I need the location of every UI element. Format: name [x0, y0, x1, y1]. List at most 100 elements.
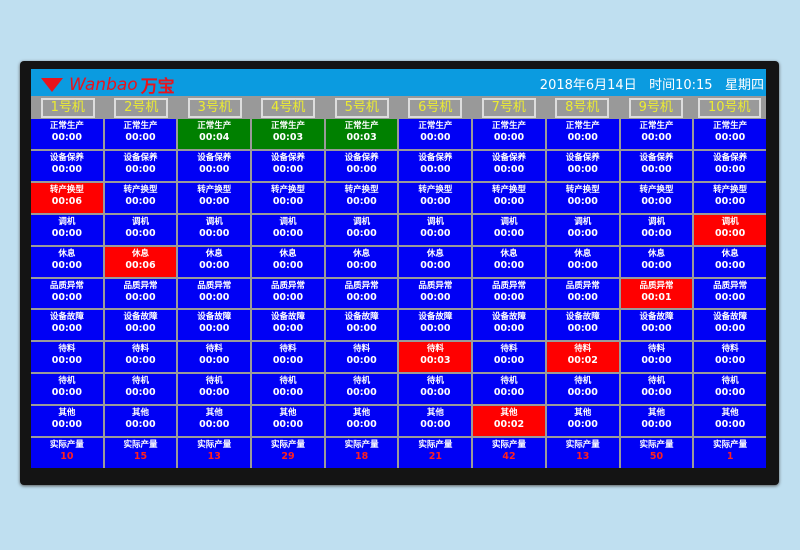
- status-label: 待机: [279, 376, 297, 387]
- status-label: 调机: [426, 216, 444, 227]
- status-duration: 00:00: [272, 227, 304, 239]
- status-duration: 00:00: [420, 259, 451, 271]
- status-cell: 正常生产 00:00: [31, 119, 103, 149]
- status-label: 设备故障: [270, 312, 305, 323]
- output-count: 42: [502, 451, 516, 463]
- status-label: 待机: [205, 376, 223, 387]
- status-label: 转产换型: [565, 184, 600, 195]
- status-label: 待料: [132, 344, 150, 355]
- status-cell: 设备保养 00:00: [31, 150, 103, 181]
- status-label: 品质异常: [270, 280, 305, 291]
- status-cell: 休息 00:00: [325, 246, 398, 277]
- status-cell: 休息 00:00: [546, 246, 619, 277]
- status-duration: 00:00: [199, 227, 230, 239]
- status-label: 休息: [353, 248, 371, 259]
- status-duration: 00:00: [715, 132, 746, 143]
- status-cell: 设备故障 00:00: [399, 310, 472, 341]
- status-duration: 00:00: [51, 163, 82, 175]
- status-label: 设备保养: [270, 152, 305, 163]
- date: 2018年6月14日: [539, 78, 637, 93]
- status-cell: 其他 00:00: [178, 406, 251, 437]
- status-label: 待料: [279, 344, 297, 355]
- status-label: 转产换型: [344, 184, 379, 195]
- status-duration: 00:00: [51, 259, 82, 271]
- status-label: 其他: [132, 408, 150, 419]
- status-label: 设备故障: [197, 312, 232, 323]
- status-duration: 00:00: [51, 227, 82, 239]
- status-duration: 00:00: [199, 419, 230, 431]
- status-cell: 设备故障 00:00: [325, 310, 398, 341]
- status-label: 其他: [426, 408, 444, 419]
- logo: Wanbao 万宝: [41, 72, 175, 97]
- status-cell: 调机 00:00: [178, 214, 251, 245]
- status-cell: 休息 00:00: [473, 246, 545, 277]
- status-label: 其他: [279, 408, 297, 419]
- status-duration: 00:00: [715, 227, 746, 239]
- status-cell: 正常生产 00:00: [473, 119, 545, 149]
- machine-label: 7号机: [481, 97, 536, 118]
- status-duration: 00:00: [272, 259, 304, 271]
- output-cell: 实际产量 29: [252, 438, 324, 468]
- status-cell: 转产换型 00:00: [252, 182, 324, 213]
- status-cell: 正常生产 00:04: [178, 119, 251, 149]
- status-label: 设备保养: [639, 152, 674, 163]
- status-cell: 休息 00:06: [104, 246, 177, 277]
- machine-label: 9号机: [628, 97, 683, 118]
- status-duration: 00:00: [346, 291, 377, 303]
- status-duration: 00:00: [125, 227, 156, 239]
- status-duration: 00:00: [272, 291, 304, 303]
- status-cell: 休息 00:00: [694, 246, 766, 277]
- status-cell: 正常生产 00:00: [694, 119, 766, 149]
- status-duration: 00:00: [51, 387, 82, 399]
- status-cell: 品质异常 00:00: [31, 278, 103, 309]
- output-cell: 实际产量 1: [694, 438, 766, 468]
- status-cell: 调机 00:00: [546, 214, 619, 245]
- status-label: 待料: [574, 344, 592, 355]
- status-cell: 品质异常 00:00: [399, 278, 472, 309]
- status-label: 休息: [721, 248, 739, 259]
- status-duration: 00:00: [493, 163, 525, 175]
- dashboard-screen: Wanbao 万宝 2018年6月14日 时间10:15 星期四 1号机 2号机 3…: [31, 69, 766, 468]
- status-duration: 00:00: [272, 195, 304, 207]
- status-duration: 00:00: [51, 419, 82, 431]
- status-duration: 00:00: [641, 132, 672, 143]
- status-label: 其他: [721, 408, 739, 419]
- machine-label: 3号机: [187, 97, 242, 118]
- status-cell: 其他 00:02: [473, 406, 545, 437]
- status-duration: 00:03: [420, 355, 451, 367]
- status-label: 品质异常: [197, 280, 232, 291]
- status-label: 其他: [353, 408, 371, 419]
- output-count: 18: [355, 451, 369, 463]
- status-label: 设备保养: [565, 152, 600, 163]
- status-cell: 调机 00:00: [473, 214, 545, 245]
- status-label: 正常生产: [418, 121, 453, 131]
- header-bar: Wanbao 万宝 2018年6月14日 时间10:15 星期四: [31, 69, 766, 97]
- status-label: 休息: [574, 248, 592, 259]
- output-count: 50: [649, 451, 664, 463]
- machine-label: 4号机: [261, 97, 316, 118]
- status-cell: 休息 00:00: [252, 246, 324, 277]
- status-label: 休息: [58, 248, 76, 259]
- status-cell: 待料 00:00: [31, 342, 103, 373]
- output-cell: 实际产量 50: [620, 438, 693, 468]
- status-cell: 其他 00:00: [325, 406, 398, 437]
- status-cell: 调机 00:00: [325, 214, 398, 245]
- status-cell: 品质异常 00:00: [546, 278, 619, 309]
- status-duration: 00:00: [346, 227, 377, 239]
- status-duration: 00:00: [199, 323, 230, 335]
- status-cell: 休息 00:00: [620, 246, 693, 277]
- status-label: 设备故障: [713, 312, 748, 323]
- status-label: 休息: [279, 248, 297, 259]
- brand-name: Wanbao: [69, 74, 138, 95]
- status-duration: 00:00: [272, 323, 304, 335]
- status-label: 调机: [132, 216, 150, 227]
- status-duration: 00:00: [51, 291, 82, 303]
- machine-label: 10号机: [697, 97, 761, 118]
- status-cell: 待机 00:00: [473, 374, 545, 405]
- status-cell: 其他 00:00: [546, 406, 619, 437]
- status-cell: 转产换型 00:00: [104, 182, 177, 213]
- status-grid: 正常生产 00:00 正常生产 00:00 正常生产 00:04 正常生产 00:03 正常生产…: [31, 119, 766, 468]
- status-label: 品质异常: [492, 280, 527, 291]
- status-duration: 00:00: [420, 323, 451, 335]
- status-cell: 设备保养 00:00: [620, 150, 693, 181]
